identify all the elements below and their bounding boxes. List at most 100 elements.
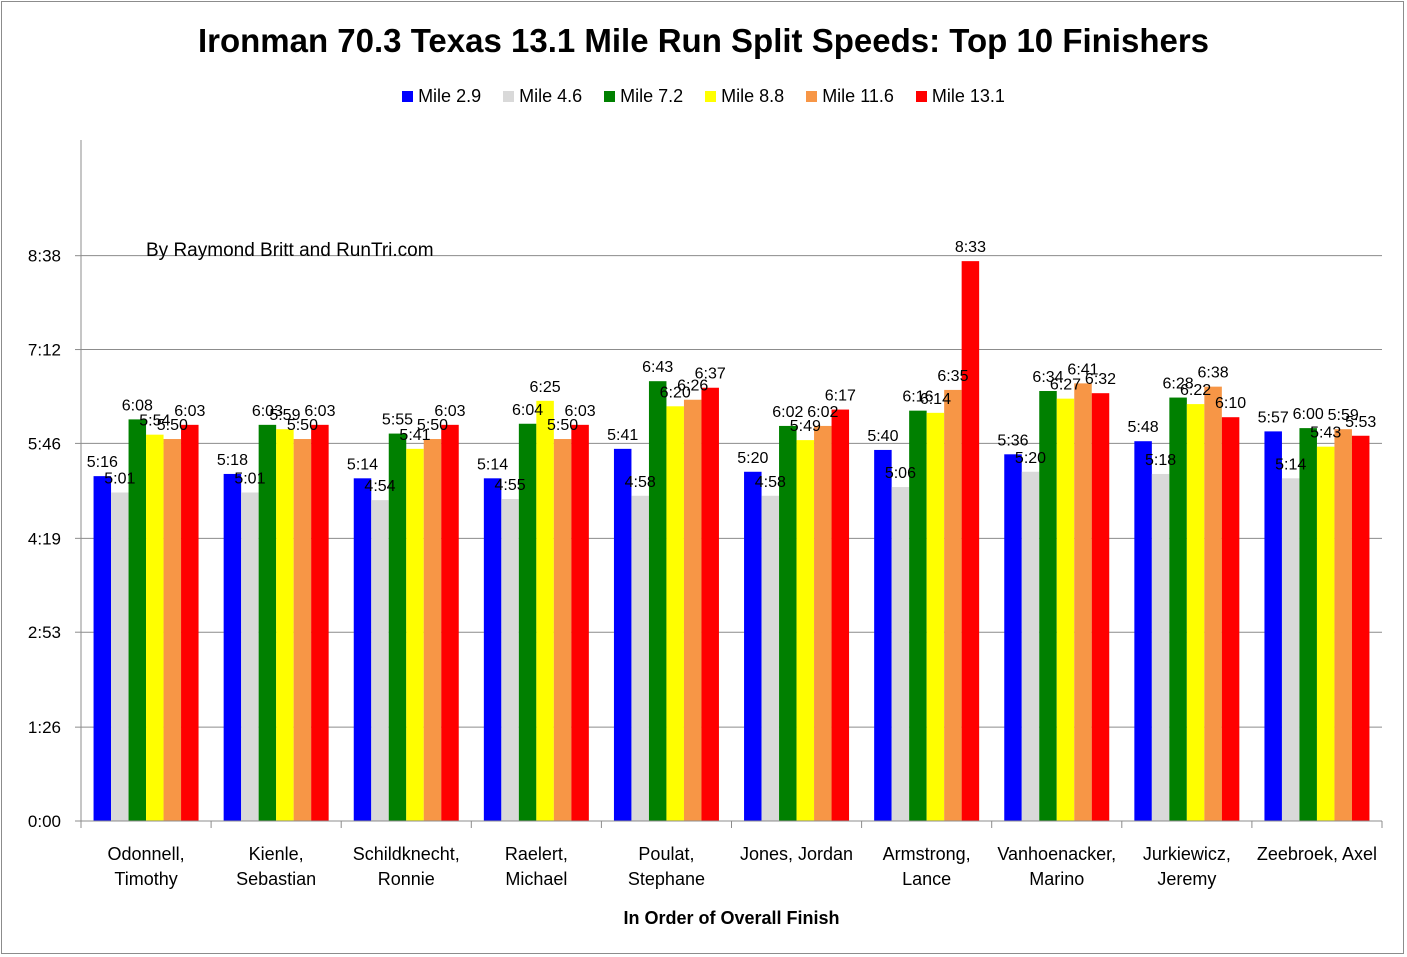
bar [761,495,780,821]
bar [1056,398,1075,821]
data-label: 4:55 [495,477,526,494]
bar [926,412,945,821]
x-tick-label: Armstrong, [883,844,971,864]
data-label: 5:06 [885,465,916,482]
bar [1316,446,1335,821]
data-label: 5:50 [547,417,578,434]
data-label: 5:43 [1310,425,1341,442]
data-label: 5:40 [867,428,898,445]
legend-item-mile-11-6: Mile 11.6 [806,86,894,107]
bar [779,425,797,821]
bar [181,424,199,821]
bar [1281,478,1300,821]
bar [1091,393,1110,821]
x-tick-label: Jones, Jordan [740,844,853,864]
bar [814,425,832,821]
data-label: 4:58 [755,474,786,491]
bar [1299,428,1317,821]
bar [1204,386,1222,821]
x-tick-label: Zeebroek, Axel [1257,844,1377,864]
bar [744,471,762,821]
bar [1074,383,1092,821]
bar [423,439,442,821]
bar [1221,417,1240,821]
x-axis-title: In Order of Overall Finish [623,908,840,928]
bar [93,476,112,821]
chart-legend: Mile 2.9 Mile 4.6 Mile 7.2 Mile 8.8 Mile… [0,86,1407,107]
bar [353,478,372,821]
data-label: 5:50 [287,417,318,434]
bar [961,261,980,822]
data-label: 6:25 [530,379,561,396]
legend-item-mile-4-6: Mile 4.6 [503,86,582,107]
legend-item-mile-8-8: Mile 8.8 [705,86,784,107]
bar [223,473,242,821]
y-tick-label: 1:26 [28,718,61,737]
bar [441,424,459,821]
data-label: 6:20 [660,384,691,401]
legend-label: Mile 8.8 [721,86,785,106]
legend-swatch [806,91,818,102]
bar [1039,391,1057,821]
data-label: 5:50 [157,417,188,434]
bar [146,434,164,821]
data-label: 5:18 [217,452,248,469]
legend-label: Mile 7.2 [620,86,684,106]
data-label: 5:50 [417,417,448,434]
y-tick-label: 8:38 [28,247,61,266]
bar [874,449,892,821]
bar [944,389,962,821]
data-label: 6:14 [920,391,951,408]
x-tick-label: Schildknecht, [353,844,460,864]
data-label: 6:03 [252,403,283,420]
legend-label: Mile 11.6 [822,86,894,106]
bar [683,399,702,821]
bar [648,381,667,821]
x-tick-label: Timothy [114,869,177,889]
legend-swatch [402,91,414,102]
bar [891,487,910,821]
legend-item-mile-2-9: Mile 2.9 [402,86,481,107]
bar [388,433,407,821]
bar [111,492,129,821]
chart-title: Ironman 70.3 Texas 13.1 Mile Run Split S… [197,22,1210,59]
bar [483,478,502,821]
bar [371,500,389,821]
data-label: 5:14 [1275,456,1306,473]
bar [909,410,927,821]
data-label: 4:58 [625,474,656,491]
data-label: 5:49 [790,418,821,435]
bar [701,387,719,821]
bar [613,448,632,821]
bar-series [93,261,1370,822]
data-label: 6:22 [1180,382,1211,399]
data-label: 6:03 [565,403,596,420]
data-label: 5:41 [399,427,430,444]
legend-swatch [604,91,616,102]
bar [666,406,684,821]
legend-item-mile-7-2: Mile 7.2 [604,86,683,107]
data-label: 6:37 [695,366,726,383]
x-tick-label: Poulat, [638,844,694,864]
x-tick-label: Lance [902,869,951,889]
data-label: 5:48 [1128,419,1159,436]
bar [276,429,294,821]
legend-item-mile-13-1: Mile 13.1 [915,86,1005,107]
data-label: 5:18 [1145,452,1176,469]
data-label: 4:54 [364,478,395,495]
data-label: 6:04 [512,402,543,419]
bar [831,409,850,821]
data-label: 5:01 [104,471,135,488]
data-label: 5:55 [382,412,413,429]
data-label: 5:59 [1328,407,1359,424]
bar [241,492,259,821]
data-label: 6:10 [1215,395,1246,412]
bar [796,440,815,821]
data-label: 5:41 [607,427,638,444]
bar [1021,471,1040,821]
legend-swatch [503,91,515,102]
legend-swatch [705,91,717,102]
data-label: 6:16 [902,389,933,406]
data-label: 5:53 [1345,414,1376,431]
legend-label: Mile 4.6 [519,86,583,106]
